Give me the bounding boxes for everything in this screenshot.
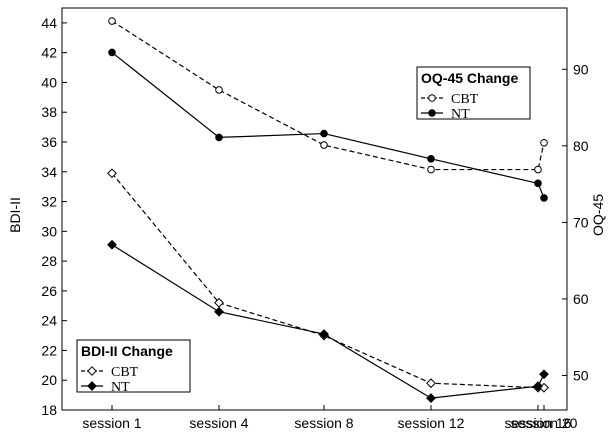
legend-swatch-marker xyxy=(87,366,97,376)
data-point xyxy=(215,133,223,142)
data-point xyxy=(540,194,548,202)
series-line xyxy=(111,172,544,389)
data-point xyxy=(107,168,117,179)
data-point xyxy=(427,165,435,174)
left-axis-title: BDI-II xyxy=(7,197,23,233)
left-tick-label: 30 xyxy=(41,223,57,239)
legend-label: NT xyxy=(111,380,130,395)
left-tick-label: 20 xyxy=(41,372,57,388)
left-tick-label: 32 xyxy=(41,194,57,210)
left-tick-label: 18 xyxy=(41,402,57,418)
legend-box xyxy=(76,339,191,393)
left-tick-label: 24 xyxy=(41,313,57,329)
left-tick-label: 28 xyxy=(41,253,57,269)
data-point xyxy=(320,141,328,149)
series-nt-bdi xyxy=(107,239,549,403)
data-point xyxy=(107,239,117,250)
legend-label: NT xyxy=(451,107,470,122)
left-tick-label: 40 xyxy=(41,74,57,90)
data-point xyxy=(534,165,542,174)
x-tick-label: session 4 xyxy=(189,415,248,431)
right-axis-title: OQ-45 xyxy=(590,194,606,236)
right-tick-label: 60 xyxy=(573,291,589,307)
left-tick-label: 22 xyxy=(41,342,57,358)
series-cbt-oq45 xyxy=(108,17,548,174)
legend-swatch-marker xyxy=(87,381,97,391)
left-tick-label: 36 xyxy=(41,134,57,150)
data-point xyxy=(108,48,116,57)
x-tick-label: session 12 xyxy=(398,415,465,431)
legend-swatch-marker xyxy=(428,109,436,117)
data-point xyxy=(426,393,436,403)
data-point xyxy=(214,306,224,317)
legend-label: CBT xyxy=(111,365,139,380)
right-tick-label: 70 xyxy=(573,214,589,230)
data-point xyxy=(319,329,329,339)
x-tick-label: session 8 xyxy=(294,415,353,431)
data-point xyxy=(320,129,328,138)
data-point xyxy=(540,138,548,147)
x-tick-label: session 1 xyxy=(82,415,141,431)
x-tick-label: session 16 xyxy=(505,415,572,431)
right-tick-label: 80 xyxy=(573,138,589,154)
data-point xyxy=(533,381,543,392)
data-point xyxy=(539,369,549,380)
left-tick-label: 26 xyxy=(41,283,57,299)
x-tick-label: session 20 xyxy=(511,415,578,431)
legend-box xyxy=(416,66,531,120)
series-line xyxy=(111,20,545,171)
data-point xyxy=(534,179,542,188)
data-point xyxy=(215,86,223,94)
left-tick-label: 38 xyxy=(41,104,57,120)
data-point xyxy=(108,17,116,25)
left-tick-label: 34 xyxy=(41,164,57,180)
left-tick-label: 44 xyxy=(41,15,57,31)
legend-label: CBT xyxy=(451,92,479,107)
right-tick-label: 50 xyxy=(573,368,589,384)
legend-title: OQ-45 Change xyxy=(421,70,518,86)
series-nt-oq45 xyxy=(108,48,548,202)
legend-swatch-marker xyxy=(428,94,436,102)
right-tick-label: 90 xyxy=(573,61,589,77)
legend-title: BDI-II Change xyxy=(81,343,173,359)
plot-frame xyxy=(61,7,568,411)
data-point xyxy=(427,155,435,163)
left-tick-label: 42 xyxy=(41,45,57,61)
data-point xyxy=(426,378,436,389)
